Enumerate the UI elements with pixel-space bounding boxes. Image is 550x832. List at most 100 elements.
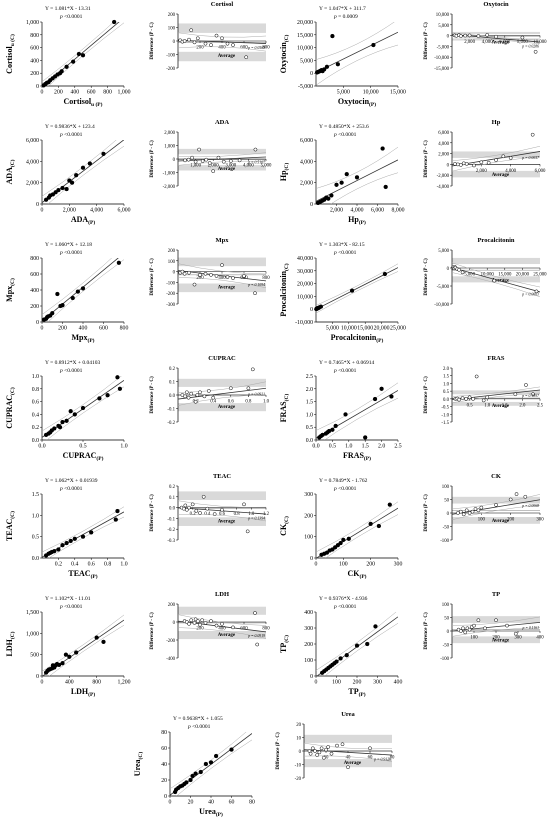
data-point bbox=[457, 267, 461, 272]
data-point bbox=[101, 639, 106, 645]
x-tick-label: 200 bbox=[58, 326, 67, 332]
data-point bbox=[189, 391, 194, 396]
data-point bbox=[56, 547, 61, 552]
panel-title: ADA bbox=[215, 119, 229, 126]
p-value: p <0.0001 bbox=[333, 486, 357, 492]
data-point bbox=[463, 33, 468, 38]
y-tick-label: 30,000 bbox=[297, 269, 313, 275]
y-tick-label: 0.2 bbox=[169, 367, 176, 372]
y-tick-label: -0.3 bbox=[167, 539, 175, 544]
data-point bbox=[461, 626, 465, 631]
x-tick-label: 1.0 bbox=[484, 403, 491, 408]
y-tick-label: 50 bbox=[444, 499, 449, 504]
x-axis-label: FRAS(P) bbox=[343, 451, 371, 462]
data-point bbox=[340, 742, 345, 747]
x-axis-label: CK(P) bbox=[347, 569, 366, 580]
data-point bbox=[220, 621, 224, 626]
y-tick-label: 15,000 bbox=[297, 33, 313, 39]
urea-ba-panel: Urea Average 20 40 60 80 -20 -10 0 10 20 p = 0.9126… bbox=[276, 711, 395, 782]
x-tick-label: 10,000 bbox=[363, 90, 379, 96]
x-tick-label: 0 bbox=[315, 680, 318, 686]
data-point bbox=[324, 64, 330, 69]
data-point bbox=[330, 427, 335, 432]
y-tick-label: 0.2 bbox=[169, 485, 176, 490]
data-point bbox=[52, 426, 57, 431]
x-tick-label: 10,000 bbox=[533, 40, 547, 45]
x-tick-label: 400 bbox=[70, 90, 79, 96]
y-tick-label: -10 bbox=[295, 764, 302, 769]
y-axis-label: TEAC(C) bbox=[5, 511, 16, 541]
p-value: p = 0.9126 bbox=[373, 758, 391, 762]
x-tick-label: 80 bbox=[390, 756, 395, 761]
y-tick-label: -300 bbox=[166, 303, 175, 308]
y-tick-label: 4,000 bbox=[300, 159, 313, 165]
regression-equation: Y = 1.081*X - 13.31 bbox=[45, 6, 91, 12]
regression-line bbox=[178, 270, 266, 282]
x-tick-label: 60 bbox=[229, 800, 235, 806]
cuprac-reg-panel: Y = 0.8912*X + 0.04103 p <0.0001 0.0 0.5 1.0… bbox=[5, 360, 128, 462]
y-tick-label: 6,000 bbox=[438, 131, 449, 136]
y-tick-label: 0 bbox=[173, 40, 176, 45]
x-tick-label: 600 bbox=[240, 46, 248, 51]
data-point bbox=[472, 623, 476, 628]
confidence-lower bbox=[325, 514, 398, 558]
data-point bbox=[116, 260, 122, 265]
y-tick-label: 2,000 bbox=[300, 181, 313, 187]
data-point bbox=[326, 745, 331, 749]
data-point bbox=[456, 162, 460, 167]
regression-equation: Y = 0.7849*X - 1.762 bbox=[319, 478, 368, 484]
data-point bbox=[228, 159, 233, 163]
data-point bbox=[56, 187, 61, 193]
y-tick-label: 10 bbox=[296, 737, 301, 742]
average-label: Average bbox=[218, 167, 236, 172]
p-value: p <0.0001 bbox=[59, 14, 83, 20]
y-tick-label: 100 bbox=[442, 485, 450, 490]
y-tick-label: 20,000 bbox=[297, 20, 313, 26]
y-tick-label: 0 bbox=[447, 163, 450, 168]
x-tick-label: 0.6 bbox=[219, 512, 226, 517]
y-tick-label: -0.5 bbox=[441, 406, 449, 411]
regression-line bbox=[178, 39, 266, 44]
data-point bbox=[471, 397, 475, 401]
regression-line bbox=[316, 159, 398, 202]
hp-reg-panel: Y = 0.4850*X + 253.6 p <0.0001 2,000 4,000 6… bbox=[279, 124, 405, 226]
cortisol-ba-panel: Cortisol Average 200 400 600 800 -200 -100 0 100 2… bbox=[150, 1, 270, 72]
data-point bbox=[80, 286, 86, 291]
y-tick-label: 2,000 bbox=[164, 131, 175, 136]
x-tick-label: 4,000 bbox=[243, 164, 254, 169]
x-tick-label: 400 bbox=[394, 680, 403, 686]
x-tick-label: 400 bbox=[536, 636, 544, 641]
confidence-upper bbox=[42, 258, 113, 315]
data-point bbox=[494, 158, 498, 162]
average-label: Average bbox=[218, 54, 236, 59]
data-point bbox=[494, 503, 498, 507]
y-tick-label: 0.5 bbox=[306, 425, 313, 431]
y-axis-label: CK(C) bbox=[279, 516, 290, 536]
x-tick-label: 100 bbox=[332, 680, 341, 686]
y-tick-label: 0.6 bbox=[32, 400, 39, 406]
data-point bbox=[190, 773, 195, 779]
data-point bbox=[534, 289, 539, 294]
data-point bbox=[333, 423, 338, 429]
cortisol-reg-panel: Y = 1.081*X - 13.31 p <0.0001 0 200 400 600 80… bbox=[5, 6, 131, 108]
data-point bbox=[68, 409, 73, 414]
y-tick-label: -50 bbox=[443, 644, 450, 649]
y-tick-label: 0 bbox=[36, 320, 39, 326]
x-tick-label: 20,000 bbox=[374, 326, 390, 332]
data-point bbox=[80, 534, 86, 539]
x-axis-label: Hp(P) bbox=[348, 215, 366, 226]
mpx-ba-panel: MpxAverage200400600800-300-200-100010020… bbox=[150, 237, 270, 308]
y-tick-label: 0.0 bbox=[169, 507, 176, 512]
data-point bbox=[383, 184, 388, 190]
x-tick-label: 300 bbox=[394, 562, 403, 568]
x-axis-label: Procalcitonin(P) bbox=[331, 333, 384, 344]
y-tick-label: 40,000 bbox=[297, 256, 313, 262]
ada-reg-panel: Y = 0.9836*X + 123.4 p <0.0001 0 2,000 4,000… bbox=[5, 124, 131, 226]
data-point bbox=[67, 654, 72, 659]
pct-ba-panel: ProcalcitoninAverage5,00010,00015,00020,… bbox=[424, 237, 547, 308]
confidence-upper bbox=[452, 386, 540, 397]
confidence-lower bbox=[452, 272, 540, 298]
data-point bbox=[50, 311, 55, 316]
y-tick-label: -100 bbox=[166, 54, 175, 59]
